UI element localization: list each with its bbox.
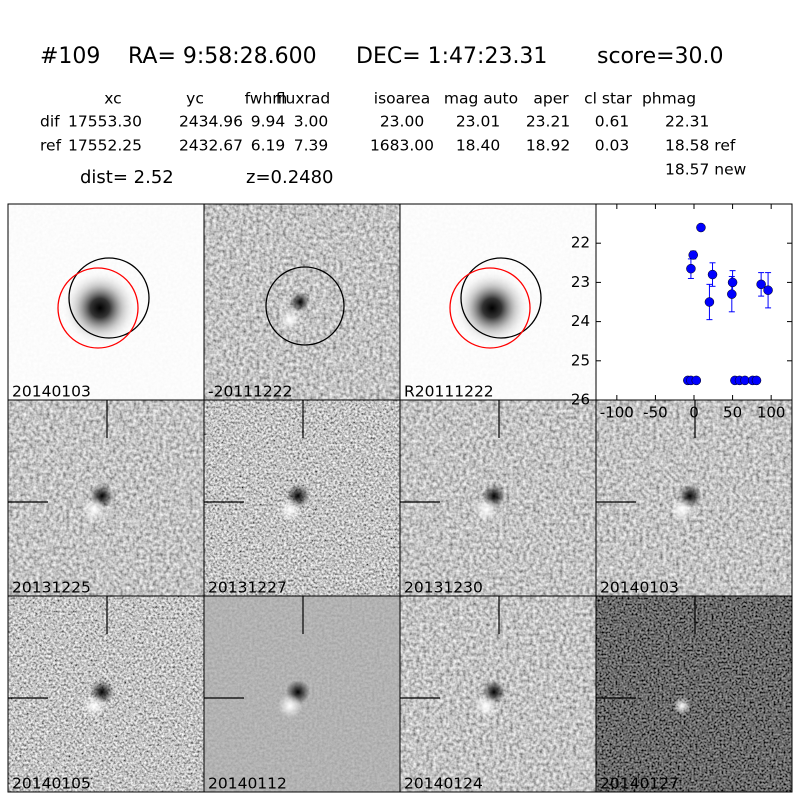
dec: DEC= 1:47:23.31	[356, 44, 547, 69]
cell: 17552.25	[68, 137, 142, 155]
score: score=30.0	[597, 44, 724, 69]
cell: 23.21	[526, 113, 570, 131]
aperture	[68, 257, 150, 339]
blob	[278, 694, 302, 718]
data-point	[686, 263, 696, 274]
cell: 22.31	[665, 113, 709, 131]
data-point	[696, 222, 706, 233]
column-header: yc	[186, 90, 204, 108]
cell: 23.00	[380, 113, 424, 131]
data-point	[691, 375, 702, 386]
column-header: phmag	[642, 90, 696, 108]
blob	[279, 309, 301, 331]
x-tick-label: 0	[689, 404, 699, 422]
dist: dist= 2.52	[80, 167, 174, 188]
blob	[673, 697, 691, 715]
aperture	[57, 267, 139, 349]
cell: 2434.96	[179, 113, 243, 131]
stamp-label: 20140127	[600, 775, 679, 793]
candidate-id: #109	[40, 44, 100, 69]
plot-area	[595, 203, 793, 401]
x-tick-label: -100	[600, 404, 634, 422]
row-label: ref	[40, 137, 62, 155]
cell: 0.61	[595, 113, 630, 131]
stamp-label: 20140105	[12, 775, 91, 793]
data-point	[704, 297, 715, 307]
cell: 0.03	[595, 137, 630, 155]
cell: 18.40	[456, 137, 500, 155]
stamp-label: 20140103	[600, 579, 679, 597]
y-tick-label: 26	[571, 391, 590, 409]
blob	[670, 498, 694, 522]
panel-frame	[595, 595, 793, 793]
cell: 18.92	[526, 137, 570, 155]
y-tick-label: 23	[571, 273, 590, 291]
cell: 23.01	[456, 113, 500, 131]
phmag-new: 18.57 new	[665, 161, 747, 179]
aperture	[460, 257, 542, 339]
ra: RA= 9:58:28.600	[128, 44, 317, 69]
row-label: dif	[40, 113, 60, 131]
stamp-label: 20131230	[404, 579, 483, 597]
blob	[290, 292, 310, 312]
stamp-image	[596, 596, 792, 792]
aperture	[265, 266, 345, 346]
stamp-label: 20131227	[208, 579, 287, 597]
column-header: fluxrad	[276, 90, 330, 108]
blob	[82, 694, 106, 718]
cell: 18.58 ref	[665, 137, 736, 155]
data-point	[756, 279, 766, 290]
cell: 3.00	[294, 113, 329, 131]
column-header: cl star	[584, 90, 632, 108]
blob	[278, 498, 302, 522]
stamp-label: R20111222	[404, 383, 494, 401]
column-header: aper	[533, 90, 569, 108]
blob	[474, 694, 498, 718]
column-header: isoarea	[374, 90, 430, 108]
data-point	[707, 269, 718, 280]
cell: 1683.00	[370, 137, 434, 155]
column-header: fwhm	[245, 90, 288, 108]
column-header: mag auto	[444, 90, 518, 108]
x-tick-label: 100	[757, 404, 786, 422]
cell: 17553.30	[68, 113, 142, 131]
blob	[82, 498, 106, 522]
aperture	[449, 267, 531, 349]
cell: 9.94	[251, 113, 286, 131]
x-tick-label: -50	[643, 404, 668, 422]
blob	[474, 498, 498, 522]
stamp-label: 20140124	[404, 775, 483, 793]
data-point	[763, 285, 773, 295]
redshift: z=0.2480	[246, 167, 334, 188]
y-tick-label: 24	[571, 312, 590, 330]
y-tick-label: 25	[571, 351, 590, 369]
cell: 2432.67	[179, 137, 243, 155]
stamp-label: 20131225	[12, 579, 91, 597]
y-tick-label: 22	[571, 234, 590, 252]
data-point	[688, 250, 698, 260]
column-header: xc	[104, 90, 121, 108]
data-point	[727, 277, 738, 288]
stamp-label: 20140112	[208, 775, 287, 793]
x-tick-label: 50	[723, 404, 742, 422]
stamp-label: 20140103	[12, 383, 91, 401]
cell: 7.39	[294, 137, 329, 155]
cell: 6.19	[251, 137, 286, 155]
stamp-label: -20111222	[208, 383, 293, 401]
data-point	[751, 375, 762, 386]
